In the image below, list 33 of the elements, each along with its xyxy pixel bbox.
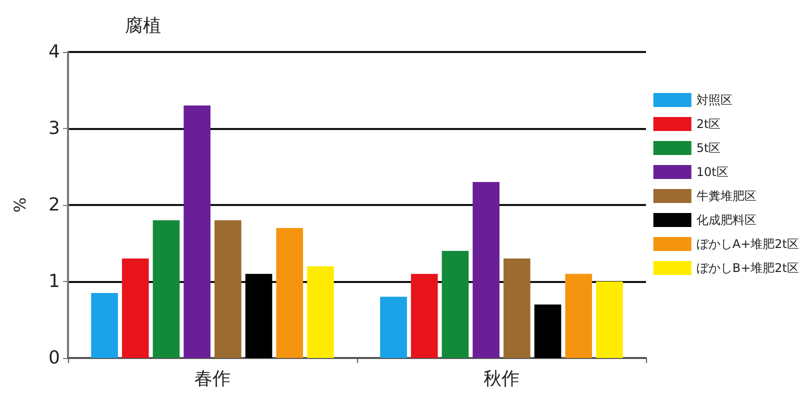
bar: [442, 250, 469, 358]
bar: [214, 220, 242, 358]
bar: [276, 228, 304, 358]
y-tick-label: 3: [48, 118, 60, 139]
bar: [410, 274, 438, 358]
x-tick-label: 秋作: [484, 368, 520, 390]
y-tick-label: 2: [48, 194, 60, 216]
legend-label: 化成肥料区: [696, 213, 756, 227]
y-tick-label: 4: [48, 42, 60, 62]
y-axis-title: %: [10, 197, 30, 213]
y-tick-label: 1: [48, 271, 60, 292]
bar: [472, 182, 500, 358]
legend-label: ぼかしA+堆肥2t区: [696, 237, 799, 251]
y-tick-label: 0: [48, 348, 60, 368]
chart-title: 腐植: [125, 16, 161, 36]
legend-label: 5t区: [696, 141, 721, 155]
bar: [122, 258, 149, 358]
bar: [565, 274, 592, 358]
x-tick-label: 春作: [194, 368, 230, 390]
legend-label: ぼかしB+堆肥2t区: [696, 261, 800, 275]
legend-label: 2t区: [696, 117, 721, 131]
bar: [184, 106, 210, 358]
bar: [152, 220, 180, 358]
legend-label: 牛糞堆肥区: [696, 189, 756, 203]
bar: [504, 258, 530, 358]
bar: [534, 304, 562, 358]
bar: [245, 274, 272, 358]
legend-label: 対照区: [696, 93, 732, 107]
bar: [596, 282, 623, 358]
bar: [91, 292, 118, 358]
legend-label: 10t区: [696, 165, 728, 179]
bar: [307, 266, 334, 358]
bar: [380, 296, 407, 358]
